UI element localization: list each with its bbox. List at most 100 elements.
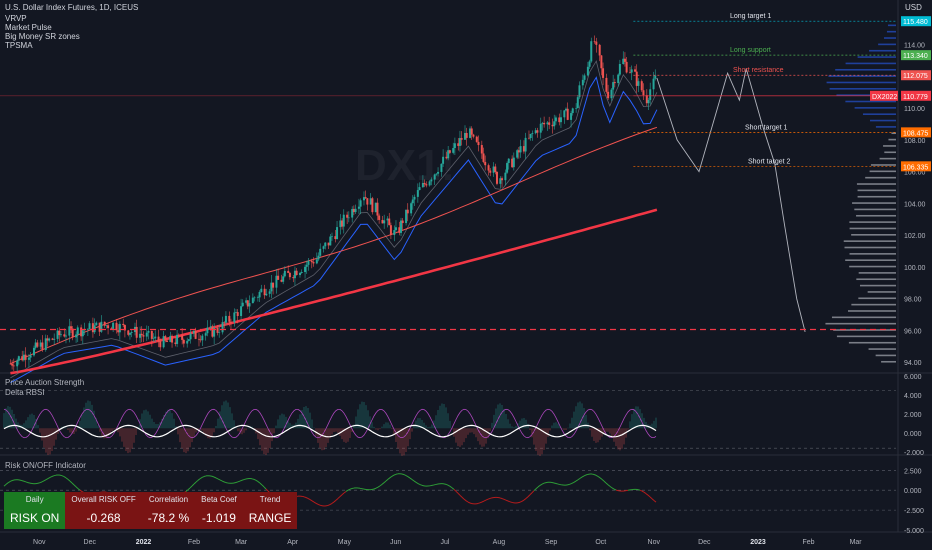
candle-body [465,132,468,138]
level-price-tag-text: 108.475 [903,130,928,137]
volume-profile-bar [881,360,896,363]
candle-body [640,81,643,91]
candle-body [154,336,157,339]
candle-body [29,355,32,358]
chart-symbol-title: U.S. Dollar Index Futures, 1D, ICEUS [5,3,139,12]
risk-line-segment [417,483,421,486]
risk-line-segment [541,482,545,485]
oscillator-purple-line [3,408,657,439]
candle-body [480,145,483,154]
risk-line-segment [479,501,483,504]
indicator-label-big-money[interactable]: Big Money SR zones [5,32,80,41]
candle-body [228,315,231,322]
indicator-label-tpsma[interactable]: TPSMA [5,41,33,50]
risk-line-segment [235,481,239,483]
risk-line-segment [607,484,611,487]
candle-body [70,326,73,329]
volume-profile-bar [845,100,896,103]
x-tick-label: Nov [648,539,661,546]
risk-line-segment [23,480,27,483]
risk-line-segment [187,487,191,491]
volume-profile-bar [888,138,896,141]
volume-profile-bar [851,303,896,306]
candle-body [598,44,601,56]
risk-line-segment [61,475,65,478]
candle-body [327,242,330,246]
candle-body [442,156,445,164]
candle-body [251,297,254,304]
indicator-label-market-pulse[interactable]: Market Pulse [5,23,52,32]
candle-body [282,276,285,282]
candle-body [51,338,54,340]
candle-body [425,184,428,186]
level-price-tag-text: 113.340 [903,53,928,60]
risk-line-segment [203,475,207,477]
candle-body [98,322,101,332]
candle-body [507,158,510,164]
oscillator-title[interactable]: Price Auction Strength [5,378,85,387]
risk-line-segment [571,481,575,484]
candle-body [299,272,301,276]
candle-body [245,300,248,303]
risk-line-segment [311,500,315,503]
x-tick-label: 2023 [750,539,766,546]
volume-profile-bar [851,234,896,236]
table-value-daily: RISK ON [4,507,66,529]
candle-body [12,365,15,367]
candle-body [310,260,313,263]
candle-body [647,99,650,104]
level-price-tag [901,127,931,138]
candle-body [48,338,51,341]
y-tick-label: 94.00 [904,360,922,367]
risk-line-segment [391,474,395,477]
risk-line-segment [221,480,225,483]
candle-body [378,215,381,220]
risk-line-segment [501,498,505,500]
risk-line-segment [5,482,9,485]
candle-body [389,225,392,236]
level-price-tag [901,161,931,172]
risk-line-segment [261,484,265,488]
candle-body [588,61,591,67]
candle-body [100,321,103,332]
candle-body [381,219,384,224]
risk-line-segment [77,488,81,491]
risk-line-segment [345,489,349,492]
candle-body [600,55,603,69]
candle-body [334,236,337,240]
risk-line-segment [373,487,377,490]
risk-line-segment [43,479,47,482]
candle-body [128,332,131,335]
candle-body [224,315,227,323]
volume-profile-bar [848,341,896,344]
oscillator-subtitle[interactable]: Delta RBSI [5,388,45,397]
risk-line-segment [197,478,201,481]
candle-body [354,208,357,213]
y-tick-label: 104.00 [904,201,926,208]
candle-body [581,79,584,86]
indicator-label-vrvp[interactable]: VRVP [5,14,27,23]
x-tick-label: Jun [390,539,401,546]
candle-body [174,342,177,344]
candle-body [64,335,67,337]
candle-body [654,75,657,79]
candle-body [458,138,461,146]
risk-line-segment [39,481,43,484]
risk-line-segment [377,485,381,488]
risk-line-segment [21,480,25,482]
x-tick-label: May [338,539,352,546]
risk-line-segment [531,490,535,494]
candle-body [95,322,98,326]
candle-body [475,136,478,142]
risk-line-segment [379,483,383,487]
risk-line-segment [539,483,543,486]
volume-profile-bar [857,56,896,58]
risk-panel-title[interactable]: Risk ON/OFF Indicator [5,461,86,470]
risk-line-segment [3,484,7,487]
candle-body [317,255,320,260]
risk-line-segment [583,474,587,477]
risk-y-tick: -5.000 [904,528,924,535]
candle-body [645,95,648,104]
candle-body [39,342,42,347]
